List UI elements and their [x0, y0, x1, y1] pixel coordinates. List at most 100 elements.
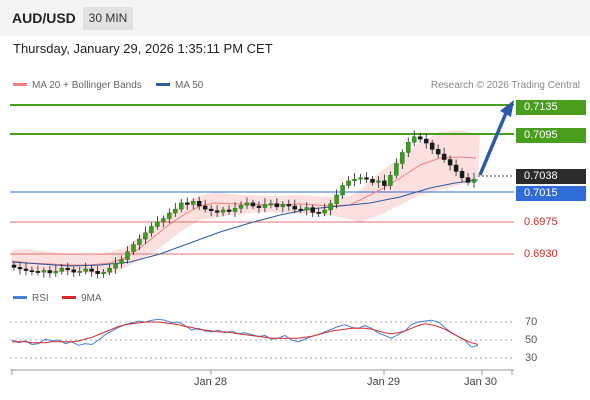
legend-rsi-label: RSI: [32, 293, 49, 304]
candle-body: [400, 152, 405, 164]
candle-body: [244, 202, 250, 206]
candle-body: [394, 163, 399, 176]
candle-body: [304, 207, 309, 211]
legend-ma50-label: MA 50: [175, 80, 204, 91]
candle-body: [471, 178, 477, 183]
level-tag-last[interactable]: 0.7038: [516, 169, 586, 184]
candle-body: [256, 205, 262, 208]
candle-body: [202, 205, 208, 210]
candle-body: [334, 194, 339, 204]
candle-body: [131, 244, 136, 252]
candle-body: [232, 208, 238, 212]
candle-body: [346, 180, 351, 186]
legend-ma50: MA 50: [156, 80, 203, 91]
legend-rsi: RSI: [13, 293, 49, 304]
candle-body: [143, 232, 148, 240]
level-tag-s2[interactable]: 0.6930: [524, 248, 558, 260]
candle-body: [423, 138, 429, 144]
legend-rsi-swatch: [13, 295, 27, 299]
candle-body: [429, 142, 435, 150]
candle-body: [23, 268, 29, 271]
candle-body: [29, 270, 35, 273]
candle-body: [184, 202, 190, 205]
candle-body: [382, 180, 387, 186]
legend-ma20-swatch: [13, 82, 27, 86]
candle-body: [65, 267, 71, 271]
legend-ma50-swatch: [156, 82, 170, 86]
legend-ma20: MA 20 + Bollinger Bands: [13, 80, 142, 91]
candle-body: [137, 238, 142, 245]
candle-body: [125, 251, 130, 260]
candle-body: [113, 263, 118, 269]
candle-body: [292, 205, 298, 210]
candle-body: [435, 149, 441, 155]
rsi-ma9-line: [12, 321, 479, 345]
candle-body: [71, 269, 76, 273]
legend-ma9-label: 9MA: [81, 293, 102, 304]
rsi-tick-70: 70: [525, 316, 538, 328]
candle-body: [11, 264, 17, 268]
candle-body: [155, 221, 160, 227]
candle-body: [83, 268, 88, 272]
candle-body: [376, 180, 381, 183]
level-tag-r2[interactable]: 0.7135: [516, 100, 586, 115]
level-tag-r1[interactable]: 0.7095: [516, 128, 586, 143]
candle-body: [280, 204, 286, 208]
forecast-arrow-head: [500, 100, 514, 117]
level-tag-pivot[interactable]: 0.7015: [516, 186, 586, 201]
candle-body: [41, 270, 47, 273]
candle-body: [89, 268, 94, 272]
candle-body: [77, 271, 82, 273]
timeframe-badge[interactable]: 30 MIN: [83, 7, 133, 30]
bollinger-band: [12, 130, 480, 274]
candle-body: [340, 185, 345, 196]
candle-body: [250, 202, 256, 207]
candle-body: [388, 175, 393, 186]
instrument-symbol[interactable]: AUD/USD: [12, 10, 76, 26]
candle-body: [119, 259, 124, 264]
candle-body: [208, 208, 214, 211]
candle-body: [298, 208, 304, 211]
candle-body: [53, 271, 59, 274]
candlestick-series: [11, 130, 477, 279]
timestamp: Thursday, January 29, 2026 1:35:11 PM CE…: [13, 41, 273, 56]
candle-body: [322, 209, 327, 214]
candle-body: [352, 178, 357, 182]
candle-body: [196, 201, 202, 207]
candle-body: [95, 271, 100, 274]
candle-body: [441, 153, 447, 160]
candle-body: [101, 271, 106, 274]
rsi-tick-50: 50: [525, 334, 538, 346]
candle-body: [35, 271, 41, 273]
candle-body: [370, 178, 375, 183]
candle-body: [412, 136, 417, 143]
legend-ma9-swatch: [62, 295, 76, 299]
ma50-line: [11, 179, 479, 267]
level-tag-s1[interactable]: 0.6975: [524, 216, 558, 228]
candle-body: [214, 210, 220, 213]
candle-body: [238, 204, 244, 209]
candle-body: [167, 212, 172, 219]
candle-body: [17, 267, 23, 270]
legend-ma9: 9MA: [62, 293, 102, 304]
candle-body: [406, 141, 411, 153]
candle-body: [161, 218, 166, 222]
candle-body: [226, 209, 232, 212]
candle-body: [316, 212, 321, 214]
candle-body: [179, 202, 184, 210]
legend-ma20-label: MA 20 + Bollinger Bands: [32, 80, 142, 91]
candle-body: [220, 209, 226, 213]
candle-body: [286, 204, 292, 207]
candle-body: [417, 136, 423, 140]
candle-body: [310, 207, 315, 213]
x-label-jan29: Jan 29: [367, 376, 401, 388]
rsi-line: [11, 318, 479, 348]
credit-text: Research © 2026 Trading Central: [430, 80, 580, 91]
candle-body: [262, 204, 268, 208]
candle-body: [107, 267, 112, 273]
header-bar: AUD/USD 30 MIN: [0, 0, 590, 36]
candle-body: [47, 270, 53, 274]
candle-body: [453, 164, 459, 172]
x-label-jan28: Jan 28: [194, 376, 228, 388]
